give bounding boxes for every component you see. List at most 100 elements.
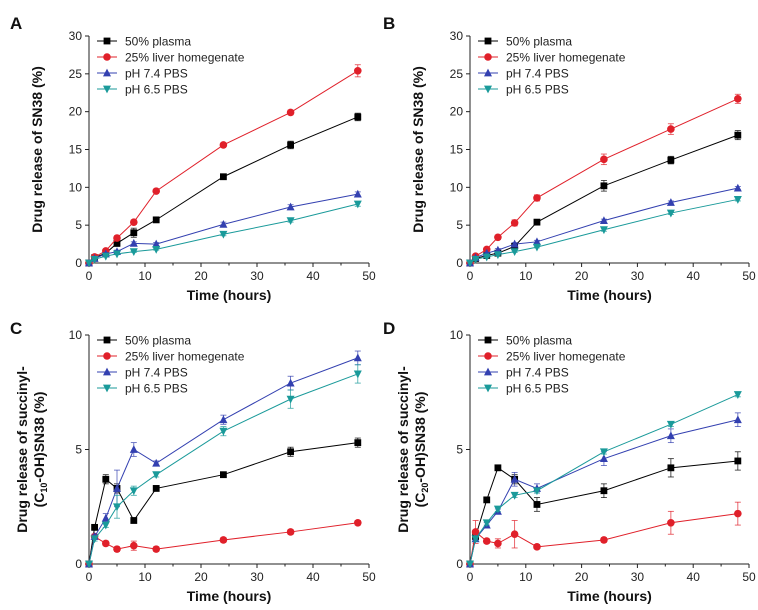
legend-item: pH 6.5 PBS [478,382,569,396]
data-point [130,229,138,237]
data-point [90,255,99,264]
data-point [510,491,519,500]
x-axis-title: Time (hours) [187,588,272,604]
y-axis-title-subscript: 10 [39,483,49,493]
y-axis-title-line2: (C20-OH)SN38 (%) [412,392,430,508]
legend-item: pH 7.4 PBS [478,67,569,81]
data-point [101,513,110,522]
series-circle [466,501,742,568]
x-axis-title: Time (hours) [567,287,652,303]
series-triangle-down [85,200,362,268]
data-point [734,131,742,139]
data-point [599,216,608,225]
data-point [113,545,121,553]
series-circle [85,518,362,568]
data-point [666,420,675,429]
x-tick-label: 0 [467,269,474,283]
y-tick-label: 10 [69,180,83,194]
legend-label: pH 6.5 PBS [125,382,188,396]
data-point [353,370,362,379]
data-point [533,501,541,508]
data-point [532,243,541,252]
legend-marker [484,37,492,45]
series-triangle-down [466,391,742,569]
data-point [600,487,608,495]
data-point [482,519,491,528]
y-tick-label: 0 [456,557,463,571]
data-point [733,415,742,424]
data-point [113,484,121,492]
series-circle [85,64,362,267]
y-tick-label: 5 [456,218,463,232]
data-point [482,537,491,545]
data-point [354,67,362,75]
data-point [510,219,519,227]
legend-marker [484,336,492,344]
legend-label: 25% liver homegenate [125,350,245,364]
series-triangle-up [85,189,362,267]
data-point [129,238,138,247]
legend-marker [484,367,492,376]
data-point [494,233,502,242]
data-point [152,187,160,195]
data-point [129,445,138,453]
series-square [466,451,742,568]
data-point [599,454,608,463]
data-point [91,523,98,531]
x-tick-label: 30 [631,269,645,283]
data-point [287,141,294,149]
legend-item: pH 6.5 PBS [97,382,188,396]
y-tick-label: 5 [75,443,82,457]
legend-marker [484,85,492,94]
legend-item: 25% liver homegenate [478,51,626,65]
x-tick-label: 10 [519,269,533,283]
data-point [219,230,228,239]
panel-letter: D [383,319,395,338]
series-triangle-up [466,183,742,267]
legend-label: pH 6.5 PBS [125,83,188,97]
legend-item: pH 6.5 PBS [478,83,569,97]
data-point [734,509,742,518]
x-tick-label: 0 [467,570,474,584]
x-tick-label: 20 [575,570,589,584]
legend-label: pH 7.4 PBS [125,67,188,81]
data-point [152,239,161,248]
legend-label: 25% liver homegenate [506,51,626,65]
x-tick-label: 50 [362,269,376,283]
panel-a: A 0 10 20 30 40 50 0 5 10 15 20 25 30 Time (hours) Drug… [10,14,376,303]
y-tick-label: 10 [450,180,464,194]
legend-label: 25% liver homegenate [125,51,245,65]
data-point [85,259,93,268]
y-tick-label: 25 [69,67,83,81]
data-point [733,391,742,399]
x-axis-title: Time (hours) [187,287,272,303]
legend-label: pH 6.5 PBS [506,382,569,396]
legend-marker [103,336,111,344]
data-point [483,496,491,504]
data-point [482,253,491,262]
y-axis-title: Drug release of SN38 (%) [29,66,45,233]
data-point [734,457,742,465]
series-square [85,112,362,267]
data-point [510,474,519,483]
x-tick-label: 50 [742,269,756,283]
x-tick-label: 40 [687,570,701,584]
data-point [152,485,160,492]
data-point [353,189,362,198]
data-point [510,530,519,539]
data-point [510,239,519,248]
legend-item: 50% plasma [97,334,191,348]
legend-marker [484,53,492,61]
data-point [666,198,675,206]
data-point [493,505,502,514]
y-tick-label: 10 [450,328,464,342]
legend-item: 50% plasma [478,35,572,49]
y-axis-title-subscript: 20 [420,483,430,493]
series-triangle-down [85,364,362,569]
data-point [130,218,138,226]
legend-marker [484,68,492,77]
data-point [733,183,742,192]
data-point [600,536,608,544]
y-axis-title-post: -OH)SN38 (%) [412,392,428,483]
data-point [286,202,295,211]
